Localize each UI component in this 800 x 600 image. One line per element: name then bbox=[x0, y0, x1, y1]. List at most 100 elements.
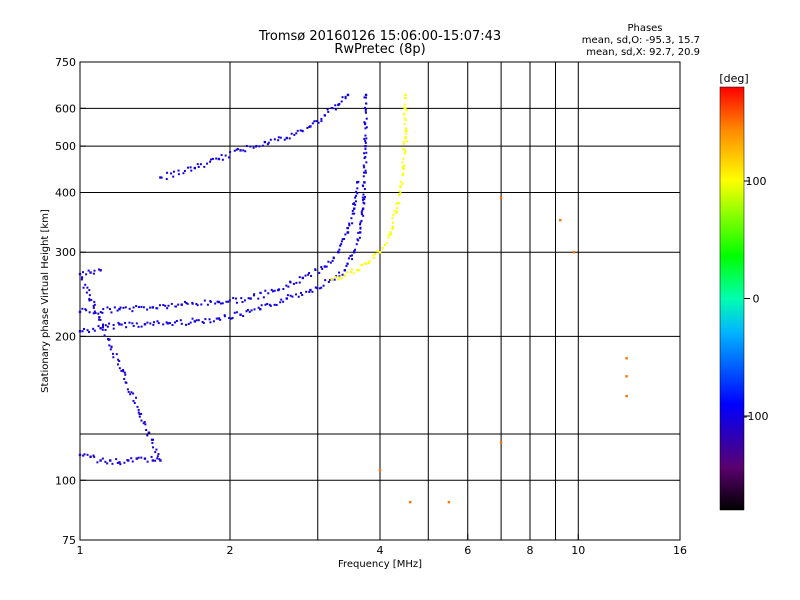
data-point bbox=[146, 321, 149, 324]
data-point bbox=[308, 272, 311, 275]
data-point bbox=[143, 323, 147, 326]
data-point bbox=[327, 260, 330, 263]
data-point bbox=[352, 207, 356, 210]
data-point bbox=[399, 186, 402, 189]
data-point bbox=[287, 285, 290, 288]
data-point bbox=[402, 147, 405, 150]
stats-o-mode: mean, sd,O: -95.3, 15.7 bbox=[582, 35, 700, 46]
data-point bbox=[113, 306, 116, 309]
data-point bbox=[315, 287, 318, 290]
data-point bbox=[401, 182, 404, 185]
data-point bbox=[166, 307, 169, 310]
data-point bbox=[233, 311, 236, 314]
data-point bbox=[177, 303, 180, 306]
data-point bbox=[306, 126, 309, 129]
data-point bbox=[405, 127, 408, 130]
data-point bbox=[253, 293, 256, 296]
data-point bbox=[299, 129, 302, 132]
data-point bbox=[227, 156, 230, 159]
data-point bbox=[378, 468, 382, 472]
data-point bbox=[209, 160, 212, 163]
data-point bbox=[364, 134, 367, 137]
data-point bbox=[112, 356, 115, 359]
data-point bbox=[117, 358, 120, 361]
data-point bbox=[355, 181, 359, 184]
data-point bbox=[104, 460, 107, 463]
data-point bbox=[270, 288, 273, 291]
data-point bbox=[348, 222, 351, 225]
data-point bbox=[400, 180, 403, 183]
data-point bbox=[360, 211, 363, 214]
data-point bbox=[142, 306, 145, 309]
data-point bbox=[332, 256, 335, 259]
data-point bbox=[305, 290, 308, 293]
data-point bbox=[99, 311, 102, 314]
data-point bbox=[206, 303, 209, 306]
data-point bbox=[89, 271, 92, 274]
data-point bbox=[368, 260, 371, 263]
data-point bbox=[151, 441, 154, 444]
data-point bbox=[364, 155, 367, 158]
data-point bbox=[150, 438, 153, 441]
data-point bbox=[401, 174, 404, 177]
data-point bbox=[318, 271, 321, 274]
data-point bbox=[120, 369, 123, 372]
data-point bbox=[401, 161, 404, 164]
data-point bbox=[156, 320, 159, 323]
data-point bbox=[118, 307, 121, 311]
data-point bbox=[398, 193, 401, 196]
data-point bbox=[118, 461, 121, 464]
data-point bbox=[358, 269, 361, 272]
data-point bbox=[150, 455, 153, 458]
data-point bbox=[338, 275, 341, 278]
data-point bbox=[391, 227, 394, 230]
data-point bbox=[221, 302, 224, 305]
data-point bbox=[142, 422, 145, 425]
data-point bbox=[118, 360, 121, 363]
data-point bbox=[146, 460, 149, 463]
data-point bbox=[88, 289, 91, 292]
data-point bbox=[116, 363, 119, 366]
data-point bbox=[110, 311, 113, 314]
data-point bbox=[346, 93, 350, 97]
data-point bbox=[183, 300, 186, 303]
data-point bbox=[259, 292, 262, 295]
data-point bbox=[275, 303, 278, 306]
data-point bbox=[404, 150, 407, 153]
y-tick-label: 750 bbox=[55, 56, 76, 69]
data-point bbox=[344, 233, 347, 236]
data-point bbox=[157, 453, 160, 456]
data-point bbox=[116, 461, 119, 464]
data-point bbox=[355, 269, 359, 272]
data-point bbox=[361, 263, 364, 266]
y-axis-label: Stationary phase Virtual Height [km] bbox=[40, 209, 51, 393]
data-point bbox=[399, 184, 402, 187]
y-tick-label: 200 bbox=[55, 330, 76, 343]
data-point bbox=[364, 122, 367, 125]
data-point bbox=[138, 415, 141, 418]
data-point bbox=[240, 297, 243, 300]
data-point bbox=[320, 120, 323, 123]
data-point bbox=[140, 305, 143, 308]
data-point bbox=[252, 146, 255, 149]
data-point bbox=[403, 97, 406, 100]
data-point bbox=[273, 303, 276, 306]
data-point bbox=[320, 286, 323, 289]
data-point bbox=[140, 419, 143, 422]
data-point bbox=[149, 306, 152, 309]
data-point bbox=[365, 126, 368, 129]
data-point bbox=[356, 192, 359, 195]
data-point bbox=[402, 142, 405, 145]
data-point bbox=[106, 462, 109, 465]
data-point bbox=[351, 212, 354, 215]
data-point bbox=[182, 172, 185, 175]
data-point bbox=[135, 457, 138, 460]
data-point bbox=[301, 130, 304, 133]
data-point bbox=[354, 200, 357, 203]
data-point bbox=[137, 325, 140, 328]
data-point bbox=[391, 216, 394, 219]
data-point bbox=[364, 127, 367, 130]
data-point bbox=[357, 239, 360, 242]
data-point bbox=[401, 166, 405, 170]
data-point bbox=[101, 325, 104, 328]
